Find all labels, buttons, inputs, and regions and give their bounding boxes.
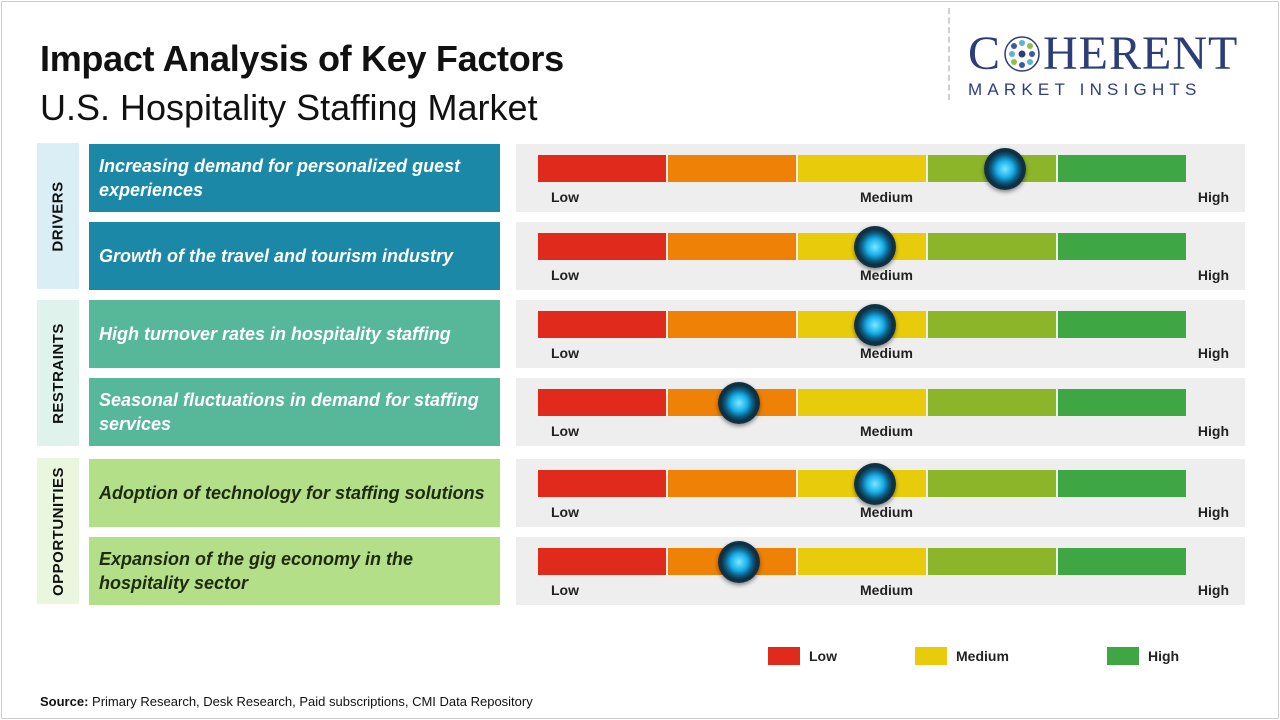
logo-wordmark: C HERENT bbox=[968, 30, 1268, 78]
legend-label-low: Low bbox=[809, 648, 837, 664]
group-label-text: RESTRAINTS bbox=[49, 322, 67, 424]
factor-box: High turnover rates in hospitality staff… bbox=[89, 300, 500, 368]
group-label-restraints: RESTRAINTS bbox=[37, 300, 79, 446]
impact-marker bbox=[853, 226, 896, 268]
scale-label-medium: Medium bbox=[860, 267, 913, 283]
group-label-opportunities: OPPORTUNITIES bbox=[37, 458, 79, 604]
scale-segment bbox=[928, 548, 1058, 575]
scale-segment bbox=[1058, 311, 1186, 338]
scale-label-low: Low bbox=[551, 189, 579, 205]
page-subtitle: U.S. Hospitality Staffing Market bbox=[40, 87, 538, 128]
scale-segment bbox=[1058, 470, 1186, 497]
scale-segment bbox=[668, 233, 798, 260]
legend-swatch-low bbox=[768, 647, 800, 665]
impact-gauge: Low Medium High bbox=[516, 537, 1245, 605]
impact-scale-bar bbox=[538, 155, 1186, 182]
legend-swatch-medium bbox=[915, 647, 947, 665]
source-label: Source: bbox=[40, 694, 89, 709]
scale-segment bbox=[928, 470, 1058, 497]
scale-label-high: High bbox=[1197, 582, 1229, 598]
scale-segment bbox=[1058, 155, 1186, 182]
legend-label-medium: Medium bbox=[956, 648, 1009, 664]
legend-item-medium: Medium bbox=[915, 647, 1009, 665]
scale-segment bbox=[928, 233, 1058, 260]
legend-swatch-high bbox=[1107, 647, 1139, 665]
company-logo: C HERENT MARKET INSIGHTS bbox=[968, 30, 1268, 100]
scale-segment bbox=[538, 155, 668, 182]
scale-segment bbox=[668, 311, 798, 338]
scale-segment bbox=[538, 470, 668, 497]
impact-marker bbox=[717, 541, 760, 583]
scale-segment bbox=[538, 233, 668, 260]
scale-label-high: High bbox=[1197, 267, 1229, 283]
scale-segment bbox=[538, 389, 668, 416]
source-note: Source: Primary Research, Desk Research,… bbox=[40, 694, 533, 709]
factor-box: Seasonal fluctuations in demand for staf… bbox=[89, 378, 500, 446]
page-title: Impact Analysis of Key Factors bbox=[40, 38, 564, 79]
scale-label-high: High bbox=[1197, 189, 1229, 205]
scale-label-low: Low bbox=[551, 582, 579, 598]
scale-segment bbox=[668, 155, 798, 182]
impact-scale-bar bbox=[538, 389, 1186, 416]
scale-label-high: High bbox=[1197, 345, 1229, 361]
impact-marker bbox=[853, 463, 896, 505]
scale-label-high: High bbox=[1197, 504, 1229, 520]
impact-gauge: Low Medium High bbox=[516, 378, 1245, 446]
impact-gauge: Low Medium High bbox=[516, 144, 1245, 212]
legend-item-high: High bbox=[1107, 647, 1179, 665]
factor-box: Growth of the travel and tourism industr… bbox=[89, 222, 500, 290]
scale-label-medium: Medium bbox=[860, 423, 913, 439]
factor-box: Expansion of the gig economy in the hosp… bbox=[89, 537, 500, 605]
group-label-text: DRIVERS bbox=[49, 180, 67, 252]
scale-segment bbox=[538, 311, 668, 338]
scale-label-medium: Medium bbox=[860, 189, 913, 205]
scale-segment bbox=[798, 155, 928, 182]
scale-segment bbox=[798, 548, 928, 575]
logo-divider bbox=[948, 8, 950, 100]
logo-text-left: C bbox=[968, 27, 1002, 80]
impact-gauge: Low Medium High bbox=[516, 300, 1245, 368]
scale-segment bbox=[1058, 233, 1186, 260]
factor-box: Adoption of technology for staffing solu… bbox=[89, 459, 500, 527]
scale-segment bbox=[798, 389, 928, 416]
factor-label: Increasing demand for personalized guest… bbox=[99, 156, 461, 200]
scale-label-low: Low bbox=[551, 423, 579, 439]
factor-label: High turnover rates in hospitality staff… bbox=[99, 324, 451, 344]
factor-box: Increasing demand for personalized guest… bbox=[89, 144, 500, 212]
scale-segment bbox=[538, 548, 668, 575]
group-label-drivers: DRIVERS bbox=[37, 143, 79, 289]
source-text: Primary Research, Desk Research, Paid su… bbox=[88, 694, 533, 709]
legend-item-low: Low bbox=[768, 647, 837, 665]
scale-segment bbox=[928, 311, 1058, 338]
scale-segment bbox=[928, 389, 1058, 416]
scale-label-low: Low bbox=[551, 267, 579, 283]
group-label-text: OPPORTUNITIES bbox=[49, 466, 67, 596]
scale-segment bbox=[1058, 389, 1186, 416]
impact-gauge: Low Medium High bbox=[516, 222, 1245, 290]
scale-label-medium: Medium bbox=[860, 582, 913, 598]
impact-scale-bar bbox=[538, 548, 1186, 575]
logo-tagline: MARKET INSIGHTS bbox=[968, 80, 1202, 99]
scale-segment bbox=[668, 470, 798, 497]
scale-label-medium: Medium bbox=[860, 504, 913, 520]
scale-segment bbox=[1058, 548, 1186, 575]
impact-gauge: Low Medium High bbox=[516, 459, 1245, 527]
scale-label-medium: Medium bbox=[860, 345, 913, 361]
impact-marker bbox=[983, 148, 1026, 190]
impact-marker bbox=[853, 304, 896, 346]
scale-label-high: High bbox=[1197, 423, 1229, 439]
scale-label-low: Low bbox=[551, 345, 579, 361]
impact-marker bbox=[717, 382, 760, 424]
scale-label-low: Low bbox=[551, 504, 579, 520]
logo-globe-icon bbox=[1004, 36, 1040, 72]
factor-label: Adoption of technology for staffing solu… bbox=[99, 483, 485, 503]
logo-text-right: HERENT bbox=[1043, 27, 1239, 80]
factor-label: Expansion of the gig economy in the hosp… bbox=[99, 549, 414, 593]
factor-label: Seasonal fluctuations in demand for staf… bbox=[99, 390, 479, 434]
legend-label-high: High bbox=[1148, 648, 1180, 664]
factor-label: Growth of the travel and tourism industr… bbox=[99, 246, 454, 266]
